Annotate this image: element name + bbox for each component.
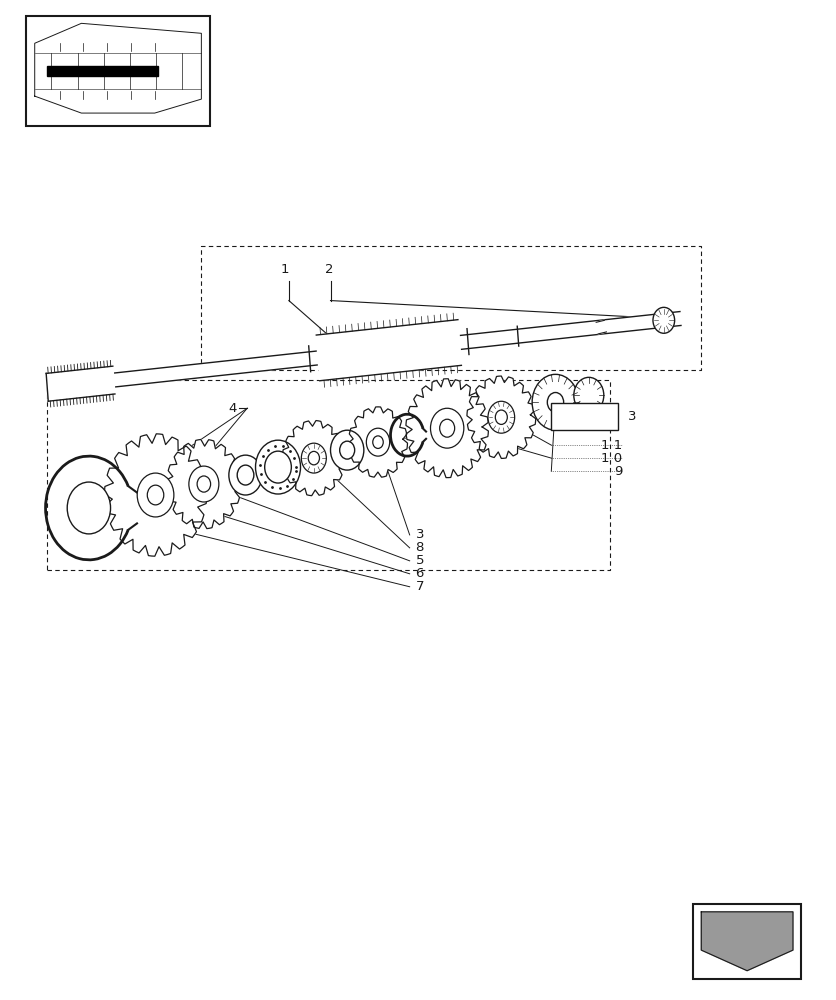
Polygon shape: [166, 439, 242, 529]
Circle shape: [197, 476, 211, 492]
Text: P A G .: P A G .: [563, 412, 607, 422]
Circle shape: [653, 307, 675, 333]
Circle shape: [440, 419, 455, 437]
Polygon shape: [349, 407, 407, 477]
Polygon shape: [467, 376, 536, 458]
Polygon shape: [701, 912, 793, 971]
Bar: [551, 403, 618, 430]
Text: 1: 1: [280, 263, 289, 276]
Circle shape: [573, 377, 604, 413]
Circle shape: [431, 408, 464, 448]
Circle shape: [330, 430, 364, 470]
Circle shape: [229, 455, 263, 495]
Circle shape: [533, 374, 579, 430]
Circle shape: [495, 410, 507, 424]
Text: 7: 7: [415, 580, 424, 593]
Text: 2: 2: [324, 263, 333, 276]
Circle shape: [137, 473, 174, 517]
Circle shape: [256, 440, 300, 494]
Bar: [27, 16, 210, 126]
Circle shape: [308, 451, 319, 465]
Circle shape: [488, 401, 515, 433]
Text: 6: 6: [415, 567, 424, 580]
Bar: [693, 904, 801, 979]
Circle shape: [147, 485, 164, 505]
Circle shape: [237, 465, 254, 485]
Circle shape: [301, 443, 326, 473]
Polygon shape: [46, 366, 115, 401]
Polygon shape: [47, 312, 681, 394]
Polygon shape: [406, 379, 488, 478]
Text: 3: 3: [415, 528, 424, 541]
Circle shape: [189, 466, 219, 502]
Text: 3: 3: [628, 410, 636, 423]
Text: 1 0: 1 0: [601, 452, 622, 465]
Polygon shape: [47, 66, 158, 76]
Circle shape: [366, 428, 390, 456]
Text: 4: 4: [228, 402, 237, 415]
Text: 1 1: 1 1: [601, 439, 622, 452]
Circle shape: [339, 441, 354, 459]
Polygon shape: [104, 434, 206, 556]
Circle shape: [265, 451, 292, 483]
Text: 9: 9: [614, 465, 622, 478]
Polygon shape: [283, 421, 345, 496]
Circle shape: [548, 392, 563, 412]
Polygon shape: [35, 23, 201, 113]
Text: 5: 5: [415, 554, 424, 567]
Text: 8: 8: [415, 541, 424, 554]
Circle shape: [67, 482, 110, 534]
Circle shape: [373, 436, 383, 448]
Polygon shape: [316, 320, 461, 381]
Polygon shape: [596, 320, 606, 334]
